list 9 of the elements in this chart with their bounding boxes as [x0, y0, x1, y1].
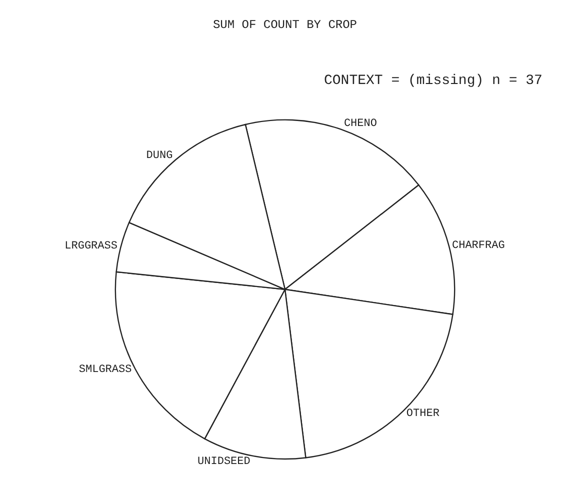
slice-label: LRGGRASS: [64, 240, 118, 252]
slice-label: UNIDSEED: [198, 456, 251, 468]
slice-label: OTHER: [406, 408, 440, 420]
slice-label: CHARFRAG: [452, 240, 505, 252]
slice-label: CHENO: [344, 118, 378, 130]
slice-label: DUNG: [146, 150, 173, 162]
chart-title: SUM OF COUNT BY CROP: [212, 18, 358, 32]
text: CONTEXT = (missing) n = 37: [324, 73, 542, 89]
slice-label: SMLGRASS: [78, 364, 132, 376]
